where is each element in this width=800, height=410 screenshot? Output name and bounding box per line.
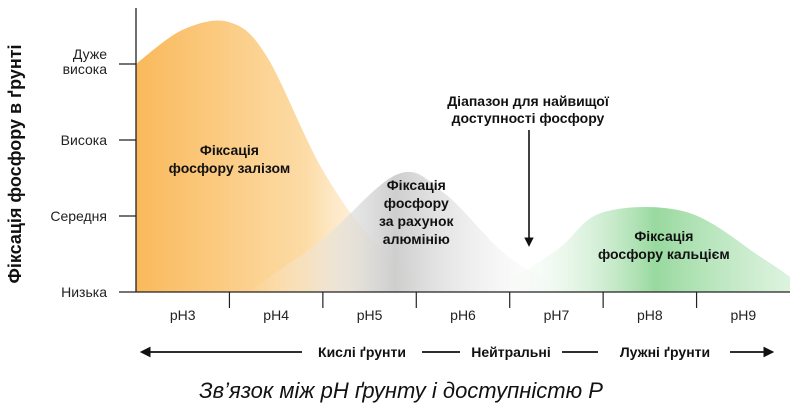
chart-title: Зв’язок між pH ґрунту і доступністю P <box>199 378 603 403</box>
area-labels-layer: Фіксація фосфору залізом Фіксація фосфору за… <box>169 142 730 262</box>
x-ticks-layer: pH3 pH4 pH5 pH6 pH7 pH8 pH9 <box>170 292 756 323</box>
annotation-text-line: Діапазон для найвищої <box>447 93 610 109</box>
neutral-soils-label: Нейтральні <box>471 344 551 360</box>
x-tick-label: pH5 <box>357 307 383 323</box>
iron-fixation-label: Фіксація фосфору залізом <box>169 142 291 176</box>
x-tick-label: pH7 <box>544 307 570 323</box>
y-tick-label-line: Середня <box>50 208 107 224</box>
y-axis-label: Фіксація фосфору в ґрунті <box>5 44 25 283</box>
annotation-layer: Діапазон для найвищої доступності фосфору <box>447 93 610 247</box>
alkaline-soils-label: Лужні ґрунти <box>620 344 710 360</box>
area-label-line: фосфору кальцієм <box>598 246 730 262</box>
x-tick-label: pH3 <box>170 307 196 323</box>
calcium-fixation-area <box>491 206 790 292</box>
x-tick-label: pH9 <box>730 307 756 323</box>
area-label-line: алюмінію <box>383 231 450 247</box>
x-tick-label: pH6 <box>450 307 476 323</box>
calcium-fixation-label: Фіксація фосфору кальцієм <box>598 228 730 262</box>
area-label-line: Фіксація <box>200 142 259 158</box>
aluminium-fixation-label: Фіксація фосфору за рахунок алюмінію <box>379 177 455 247</box>
y-tick-label-line: Низька <box>61 284 107 300</box>
y-ticks-layer: Низька Середня Висока Дуже висока <box>50 46 136 300</box>
aluminium-fixation-area <box>248 171 576 292</box>
x-tick-label: pH4 <box>263 307 289 323</box>
acidity-scale: Кислі ґрунти Нейтральні Лужні ґрунти <box>139 344 775 360</box>
y-tick-label-line: Висока <box>61 132 108 148</box>
area-label-line: фосфору залізом <box>169 160 291 176</box>
area-label-line: фосфору <box>384 195 449 211</box>
area-label-line: Фіксація <box>634 228 693 244</box>
annotation-text: Діапазон для найвищої доступності фосфору <box>447 93 610 126</box>
x-tick-label: pH8 <box>637 307 663 323</box>
y-tick-label: Низька <box>61 284 107 300</box>
area-label-line: за рахунок <box>379 213 455 229</box>
areas-layer <box>136 20 790 293</box>
iron-fixation-area <box>136 20 445 293</box>
y-tick-label-line: Дуже <box>73 46 107 62</box>
y-tick-label: Висока <box>61 132 108 148</box>
area-label-line: Фіксація <box>387 177 446 193</box>
y-tick-label: Дуже висока <box>63 46 108 77</box>
annotation-text-line: доступності фосфору <box>452 110 605 126</box>
acid-soils-label: Кислі ґрунти <box>318 344 406 360</box>
y-tick-label: Середня <box>50 208 107 224</box>
y-tick-label-line: висока <box>63 61 108 77</box>
